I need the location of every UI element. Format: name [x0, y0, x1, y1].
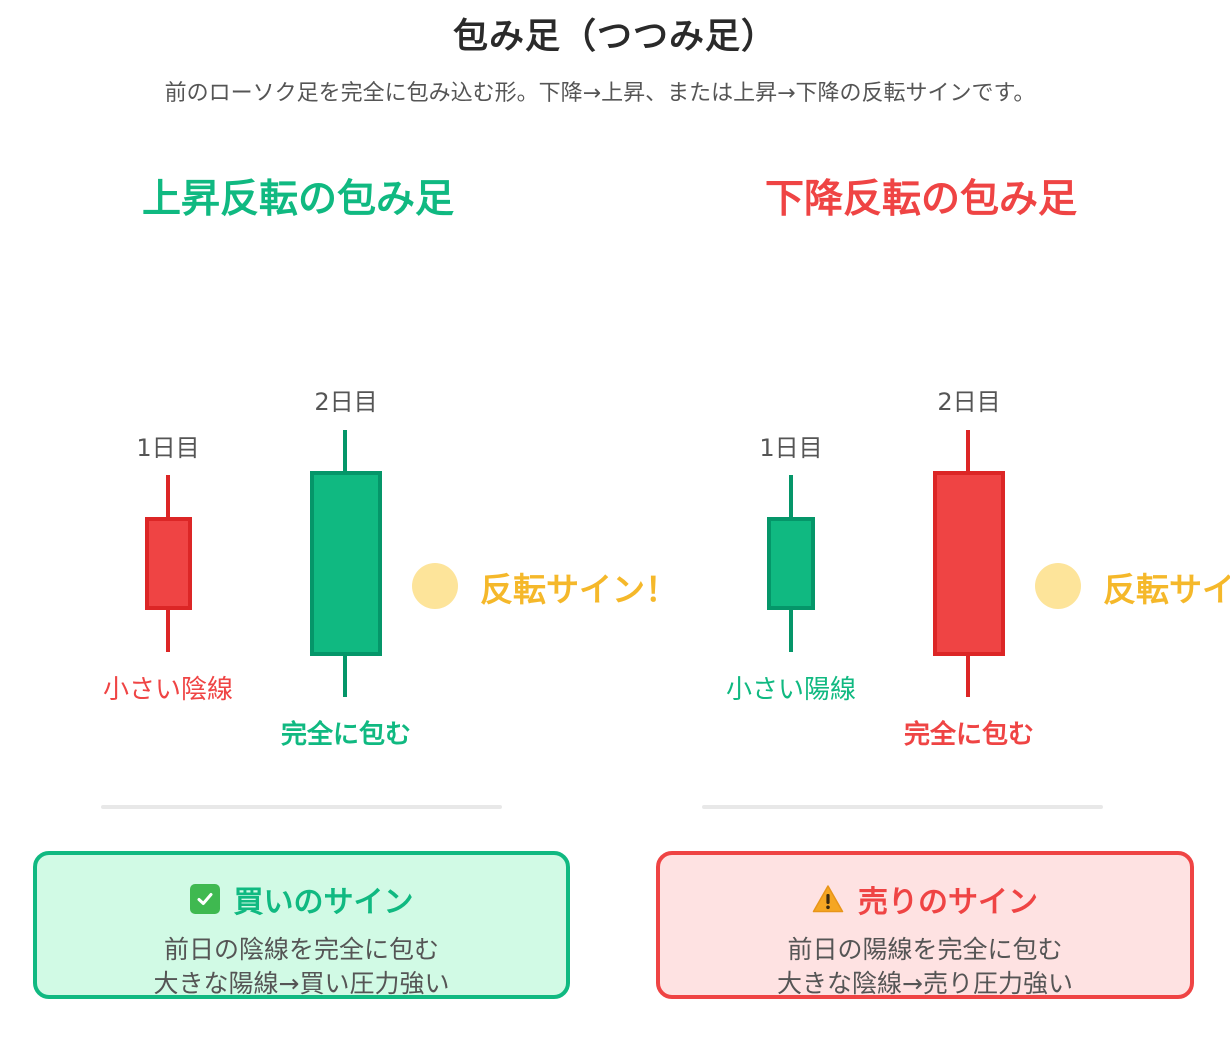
buy-card-title-row: 買いのサイン [37, 877, 566, 921]
buy-card-line2: 大きな陽線→買い圧力強い [153, 969, 450, 998]
bullish-heading: 上昇反転の包み足 [142, 177, 455, 222]
sell-card-line1: 前日の陽線を完全に包む [787, 935, 1063, 964]
candle-lower-wick [166, 608, 170, 652]
candle-body [145, 517, 192, 610]
candle-upper-wick [789, 475, 793, 520]
candle-lower-wick [343, 654, 347, 697]
candle-lower-wick [789, 608, 793, 652]
sell-card-title-row: 売りのサイン [660, 877, 1190, 921]
candle-upper-wick [966, 430, 970, 474]
bearish-sign-clip: 反転サイン！ [1103, 555, 1230, 615]
bearish-small-caption: 小さい陽線 [725, 675, 856, 705]
bearish-day2-label: 2日目 [937, 388, 1001, 416]
candle-upper-wick [166, 475, 170, 520]
bearish-heading: 下降反転の包み足 [765, 177, 1078, 222]
buy-card-title: 買いのサイン [233, 885, 414, 920]
bearish-day1-label: 1日目 [759, 434, 823, 462]
sell-signal-card: 売りのサイン 前日の陽線を完全に包む 大きな陰線→売り圧力強い [656, 851, 1194, 999]
bullish-divider [101, 805, 502, 809]
sell-card-title: 売りのサイン [858, 885, 1038, 920]
bullish-sign-text: 反転サイン！ [480, 570, 678, 609]
candle-lower-wick [966, 654, 970, 697]
sell-card-line2: 大きな陰線→売り圧力強い [777, 969, 1073, 998]
bullish-big-caption: 完全に包む [280, 720, 411, 750]
bullish-day1-label: 1日目 [136, 434, 200, 462]
warning-icon [812, 884, 844, 914]
sign-circle-icon [1035, 563, 1081, 609]
candle-body [767, 517, 815, 610]
page-title: 包み足（つつみ足） [452, 17, 777, 57]
bearish-divider [702, 805, 1103, 809]
buy-card-line1: 前日の陰線を完全に包む [163, 935, 439, 964]
page-subtitle: 前のローソク足を完全に包み込む形。下降→上昇、または上昇→下降の反転サインです。 [164, 81, 1036, 106]
sign-circle-icon [412, 563, 458, 609]
bearish-big-caption: 完全に包む [903, 720, 1034, 750]
bearish-sign-text: 反転サイン！ [1103, 570, 1230, 609]
buy-signal-card: 買いのサイン 前日の陰線を完全に包む 大きな陽線→買い圧力強い [33, 851, 570, 999]
candle-body [933, 471, 1005, 656]
bullish-day2-label: 2日目 [314, 388, 378, 416]
candle-upper-wick [343, 430, 347, 474]
bullish-small-caption: 小さい陰線 [102, 675, 233, 705]
check-icon [189, 884, 220, 914]
candle-body [310, 471, 382, 656]
